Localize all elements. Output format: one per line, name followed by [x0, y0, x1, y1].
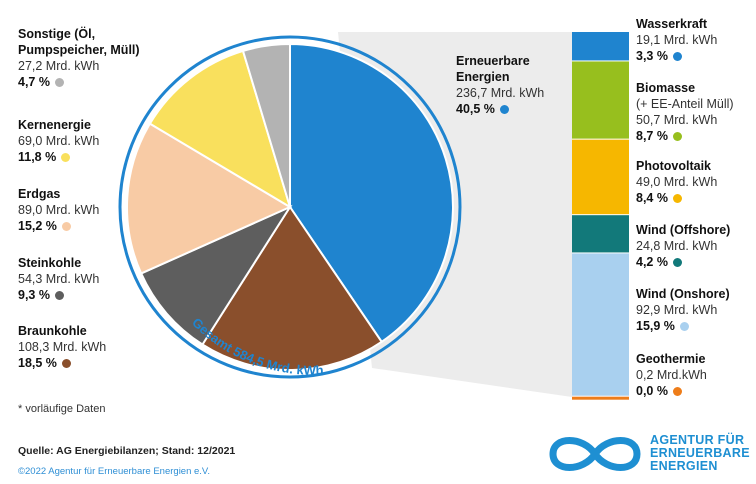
other-legend-dot	[54, 78, 64, 87]
hard-coal-percent: 9,3 %	[18, 288, 50, 302]
wind-onshore-label: Wind (Onshore) 92,9 Mrd. kWh 15,9 %	[636, 286, 754, 334]
biomass-name: Biomasse	[636, 81, 696, 95]
geothermal-percent-row: 0,0 %	[636, 384, 682, 398]
other-percent-row: 4,7 %	[18, 75, 64, 89]
hard-coal-name: Steinkohle	[18, 256, 82, 270]
photovoltaics-value: 49,0 Mrd. kWh	[636, 175, 718, 189]
biomass-percent-row: 8,7 %	[636, 129, 682, 143]
natural-gas-label: Erdgas 89,0 Mrd. kWh 15,2 %	[18, 186, 178, 234]
other-name: Sonstige (Öl, Pumpspeicher, Müll)	[18, 27, 140, 57]
pie-slice-0	[289, 42, 454, 344]
wind-onshore-legend-dot	[679, 322, 689, 331]
geothermal-legend-dot	[672, 387, 682, 396]
photovoltaics-percent: 8,4 %	[636, 191, 668, 205]
other-value: 27,2 Mrd. kWh	[18, 59, 100, 73]
nuclear-percent: 11,8 %	[18, 150, 57, 164]
renewables-name: Erneuerbare Energien	[456, 54, 530, 84]
copyright-text: ©2022 Agentur für Erneuerbare Energien e…	[18, 466, 211, 477]
pie-slice-5	[241, 42, 291, 208]
source-text: Quelle: AG Energiebilanzen; Stand: 12/20…	[18, 445, 236, 457]
hard-coal-percent-row: 9,3 %	[18, 288, 64, 302]
natural-gas-name: Erdgas	[18, 187, 61, 201]
geothermal-label: Geothermie 0,2 Mrd.kWh 0,0 %	[636, 351, 754, 399]
renewables-legend-dot	[499, 105, 509, 114]
total-ring	[118, 35, 462, 379]
lignite-legend-dot	[61, 359, 71, 368]
pie-slice-4	[148, 49, 292, 210]
biomass-label: Biomasse (+ EE-Anteil Müll) 50,7 Mrd. kWh 8…	[636, 80, 754, 144]
nuclear-value: 69,0 Mrd. kWh	[18, 134, 100, 148]
hydro-percent-row: 3,3 %	[636, 49, 682, 63]
nuclear-percent-row: 11,8 %	[18, 150, 71, 164]
wind-offshore-value: 24,8 Mrd. kWh	[636, 239, 718, 253]
logo-line-3: ENERGIEN	[650, 459, 718, 473]
pie-slice-2	[139, 204, 293, 346]
hard-coal-legend-dot	[54, 291, 64, 300]
stack-segment-1	[572, 61, 629, 140]
pie-slice-1	[201, 205, 384, 371]
natural-gas-percent-row: 15,2 %	[18, 219, 71, 233]
wind-onshore-value: 92,9 Mrd. kWh	[636, 303, 718, 317]
hydro-name: Wasserkraft	[636, 17, 708, 31]
hydro-legend-dot	[672, 52, 682, 61]
wind-onshore-percent-row: 15,9 %	[636, 319, 689, 333]
renewables-percent: 40,5 %	[456, 102, 495, 116]
infinity-logo-icon	[549, 437, 641, 471]
other-percent: 4,7 %	[18, 75, 50, 89]
agency-logo: AGENTUR FÜR ERNEUERBARE ENERGIEN	[545, 432, 756, 476]
hydro-percent: 3,3 %	[636, 49, 668, 63]
wind-onshore-name: Wind (Onshore)	[636, 287, 730, 301]
biomass-value: 50,7 Mrd. kWh	[636, 113, 718, 127]
hard-coal-value: 54,3 Mrd. kWh	[18, 272, 100, 286]
geothermal-name: Geothermie	[636, 352, 706, 366]
photovoltaics-label: Photovoltaik 49,0 Mrd. kWh 8,4 %	[636, 158, 754, 206]
renewables-value: 236,7 Mrd. kWh	[456, 86, 545, 100]
photovoltaics-legend-dot	[672, 194, 682, 203]
lignite-percent-row: 18,5 %	[18, 356, 71, 370]
wind-offshore-percent: 4,2 %	[636, 255, 668, 269]
wind-offshore-name: Wind (Offshore)	[636, 223, 731, 237]
wind-onshore-percent: 15,9 %	[636, 319, 675, 333]
lignite-percent: 18,5 %	[18, 356, 57, 370]
lignite-name: Braunkohle	[18, 324, 87, 338]
biomass-legend-dot	[672, 132, 682, 141]
stack-segment-2	[572, 139, 629, 216]
other-label: Sonstige (Öl, Pumpspeicher, Müll) 27,2 Mr…	[18, 26, 178, 90]
natural-gas-percent: 15,2 %	[18, 219, 57, 233]
wind-offshore-legend-dot	[672, 258, 682, 267]
biomass-subtitle: (+ EE-Anteil Müll)	[636, 97, 734, 111]
wind-offshore-label: Wind (Offshore) 24,8 Mrd. kWh 4,2 %	[636, 222, 754, 270]
natural-gas-legend-dot	[61, 222, 71, 231]
logo-line-1: AGENTUR FÜR	[650, 433, 745, 447]
nuclear-legend-dot	[61, 153, 71, 162]
nuclear-name: Kernenergie	[18, 118, 91, 132]
renewables-percent-row: 40,5 %	[456, 102, 509, 116]
hydro-label: Wasserkraft 19,1 Mrd. kWh 3,3 %	[636, 16, 754, 64]
geothermal-percent: 0,0 %	[636, 384, 668, 398]
hydro-value: 19,1 Mrd. kWh	[636, 33, 718, 47]
stack-segment-5	[572, 396, 629, 400]
nuclear-label: Kernenergie 69,0 Mrd. kWh 11,8 %	[18, 117, 178, 165]
renewables-label: Erneuerbare Energien 236,7 Mrd. kWh 40,5 %	[456, 53, 566, 117]
photovoltaics-percent-row: 8,4 %	[636, 191, 682, 205]
biomass-percent: 8,7 %	[636, 129, 668, 143]
natural-gas-value: 89,0 Mrd. kWh	[18, 203, 100, 217]
stack-segment-0	[572, 32, 629, 62]
stack-segment-4	[572, 253, 629, 397]
stack-segment-3	[572, 215, 629, 254]
hard-coal-label: Steinkohle 54,3 Mrd. kWh 9,3 %	[18, 255, 178, 303]
pie-slice-3	[126, 122, 293, 275]
lignite-value: 108,3 Mrd. kWh	[18, 340, 107, 354]
wind-offshore-percent-row: 4,2 %	[636, 255, 682, 269]
logo-line-2: ERNEUERBARE	[650, 446, 750, 460]
geothermal-value: 0,2 Mrd.kWh	[636, 368, 707, 382]
photovoltaics-name: Photovoltaik	[636, 159, 712, 173]
logo-text: AGENTUR FÜR ERNEUERBARE ENERGIEN	[650, 434, 750, 473]
lignite-label: Braunkohle 108,3 Mrd. kWh 18,5 %	[18, 323, 178, 371]
footnote: * vorläufige Daten	[18, 403, 106, 415]
